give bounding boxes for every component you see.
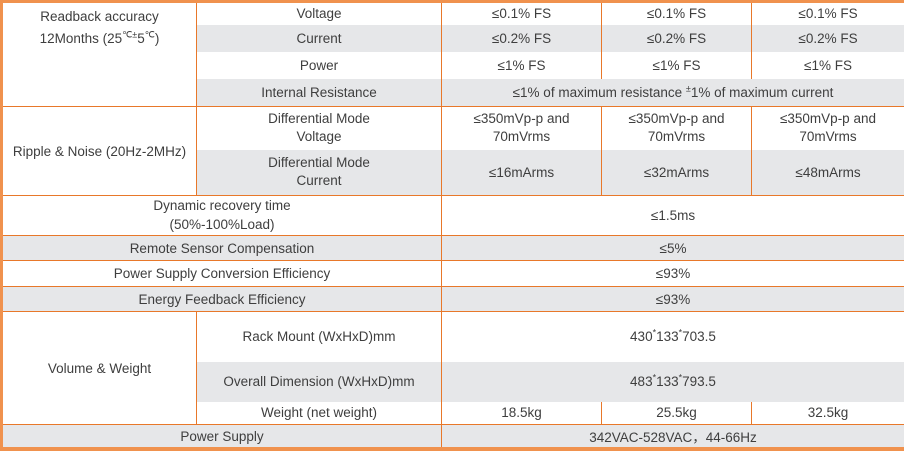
current-value-3: ≤0.2% FS — [751, 24, 904, 52]
degc-superscript: ℃ — [144, 29, 155, 40]
conversion-efficiency-label: Power Supply Conversion Efficiency — [1, 260, 442, 287]
volume-weight-label: Volume & Weight — [1, 311, 197, 425]
rack-mount-value: 430*133*703.5 — [441, 311, 904, 362]
internal-resistance-param-cell: Internal Resistance — [196, 78, 442, 107]
degc-plusminus-superscript: ℃± — [122, 29, 138, 40]
asterisk-superscript: * — [678, 372, 683, 383]
diff-mode-voltage-value-1: ≤350mVp-p and 70mVrms — [441, 106, 602, 150]
remote-sensor-label: Remote Sensor Compensation — [1, 235, 442, 261]
diff-mode-current-param-cell: Differential Mode Current — [196, 149, 442, 196]
rack-mount-width: 430 — [630, 329, 653, 345]
readback-accuracy-line2: 12Months (25℃±5℃) — [7, 28, 192, 50]
feedback-efficiency-label: Energy Feedback Efficiency — [1, 286, 442, 312]
current-value-2: ≤0.2% FS — [601, 24, 752, 52]
current-value-1: ≤0.2% FS — [441, 24, 602, 52]
voltage-param-cell: Voltage — [196, 1, 442, 25]
feedback-efficiency-value: ≤93% — [441, 286, 904, 312]
weight-value-2: 25.5kg — [601, 401, 752, 425]
diff-mode-voltage-value-2: ≤350mVp-p and 70mVrms — [601, 106, 752, 150]
voltage-value-2: ≤0.1% FS — [601, 1, 752, 25]
power-param-cell: Power — [196, 51, 442, 79]
readback-accuracy-label: Readback accuracy 12Months (25℃±5℃) — [1, 1, 197, 107]
internal-resistance-value: ≤1% of maximum resistance ±1% of maximum… — [441, 78, 904, 107]
overall-dimension-value: 483*133*793.5 — [441, 361, 904, 402]
diff-mode-current-value-2: ≤32mArms — [601, 149, 752, 196]
power-value-1: ≤1% FS — [441, 51, 602, 79]
readback-tolerance-text: 5 — [137, 31, 145, 47]
rack-mount-depth: 703.5 — [682, 329, 716, 345]
ripple-noise-label: Ripple & Noise (20Hz-2MHz) — [1, 106, 197, 196]
asterisk-superscript: * — [678, 327, 683, 338]
diff-mode-voltage-param-cell: Differential Mode Voltage — [196, 106, 442, 150]
overall-dimension-param-cell: Overall Dimension (WxHxD)mm — [196, 361, 442, 402]
diff-mode-current-value-1: ≤16mArms — [441, 149, 602, 196]
conversion-efficiency-value: ≤93% — [441, 260, 904, 287]
current-param-cell: Current — [196, 24, 442, 52]
overall-height: 133 — [656, 374, 679, 389]
diff-mode-voltage-value-3: ≤350mVp-p and 70mVrms — [751, 106, 904, 150]
readback-close-paren: ) — [154, 31, 160, 47]
overall-depth: 793.5 — [682, 374, 716, 389]
remote-sensor-value: ≤5% — [441, 235, 904, 261]
dynamic-recovery-label: Dynamic recovery time (50%-100%Load) — [1, 195, 442, 236]
power-value-3: ≤1% FS — [751, 51, 904, 79]
weight-param-cell: Weight (net weight) — [196, 401, 442, 425]
power-supply-value: 342VAC-528VAC，44-66Hz — [441, 424, 904, 449]
diff-mode-current-value-3: ≤48mArms — [751, 149, 904, 196]
weight-value-1: 18.5kg — [441, 401, 602, 425]
readback-months-text: 12Months (25 — [39, 31, 123, 47]
rack-mount-param-cell: Rack Mount (WxHxD)mm — [196, 311, 442, 362]
power-supply-label: Power Supply — [1, 424, 442, 449]
overall-width: 483 — [630, 374, 653, 389]
weight-value-3: 32.5kg — [751, 401, 904, 425]
voltage-value-1: ≤0.1% FS — [441, 1, 602, 25]
internal-resistance-value-text2: 1% of maximum current — [690, 84, 834, 100]
dynamic-recovery-value: ≤1.5ms — [441, 195, 904, 236]
readback-accuracy-line1: Readback accuracy — [40, 9, 159, 24]
internal-resistance-value-text1: ≤1% of maximum resistance — [512, 84, 686, 100]
asterisk-superscript: * — [652, 372, 657, 383]
rack-mount-height: 133 — [656, 329, 679, 345]
power-value-2: ≤1% FS — [601, 51, 752, 79]
asterisk-superscript: * — [652, 327, 657, 338]
voltage-value-3: ≤0.1% FS — [751, 1, 904, 25]
plusminus-superscript: ± — [685, 83, 691, 94]
